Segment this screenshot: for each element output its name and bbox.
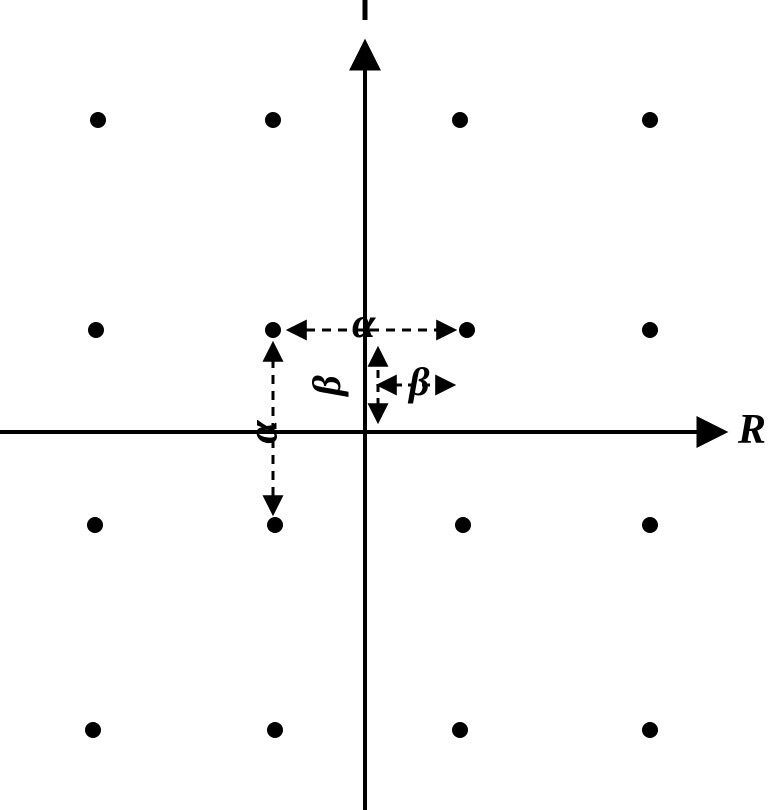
point — [87, 517, 103, 533]
label-beta-h: β — [409, 358, 430, 405]
point — [85, 722, 101, 738]
point — [267, 517, 283, 533]
label-alpha-v: α — [240, 420, 288, 443]
point — [455, 517, 471, 533]
point — [265, 322, 281, 338]
point — [90, 112, 106, 128]
label-alpha-h: α — [352, 300, 375, 348]
points-group — [85, 112, 658, 738]
point — [88, 322, 104, 338]
label-beta-v: β — [303, 375, 350, 396]
point — [459, 322, 475, 338]
constellation-diagram — [0, 0, 779, 810]
point — [452, 112, 468, 128]
point — [265, 112, 281, 128]
point — [642, 112, 658, 128]
point — [642, 722, 658, 738]
point — [452, 722, 468, 738]
point — [642, 322, 658, 338]
point — [642, 517, 658, 533]
point — [267, 722, 283, 738]
axis-label-r: R — [738, 406, 766, 454]
